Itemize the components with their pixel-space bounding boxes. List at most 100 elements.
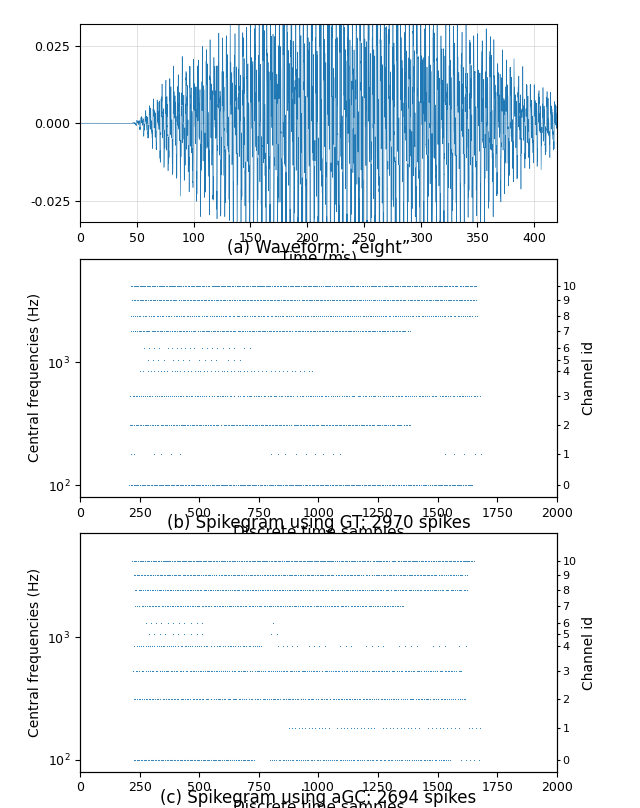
Point — [308, 280, 319, 292]
Point — [385, 419, 395, 431]
Point — [134, 600, 145, 612]
Point — [179, 753, 189, 766]
Point — [226, 478, 236, 491]
Point — [227, 280, 237, 292]
Point — [308, 280, 318, 292]
Point — [434, 569, 444, 582]
Point — [193, 569, 203, 582]
Point — [207, 419, 218, 431]
Point — [233, 389, 243, 402]
Point — [280, 325, 291, 338]
Point — [382, 478, 392, 491]
Point — [418, 309, 428, 322]
Point — [348, 325, 358, 338]
Point — [168, 478, 178, 491]
Point — [147, 325, 157, 338]
Point — [373, 478, 383, 491]
Point — [407, 294, 417, 307]
Point — [354, 584, 364, 597]
Point — [158, 294, 168, 307]
Point — [195, 280, 205, 292]
Point — [371, 664, 381, 677]
Point — [168, 342, 178, 355]
Point — [287, 753, 297, 766]
Point — [172, 554, 182, 567]
Point — [230, 280, 240, 292]
Point — [278, 554, 289, 567]
Point — [207, 280, 218, 292]
Point — [332, 294, 342, 307]
Point — [391, 280, 401, 292]
Point — [178, 325, 188, 338]
Point — [170, 569, 180, 582]
Point — [228, 478, 239, 491]
Point — [388, 309, 398, 322]
Point — [320, 280, 330, 292]
Point — [284, 280, 294, 292]
Point — [237, 280, 248, 292]
Point — [401, 419, 411, 431]
Point — [454, 639, 464, 652]
Point — [220, 664, 230, 677]
Point — [196, 342, 207, 355]
Point — [442, 294, 452, 307]
Point — [302, 569, 312, 582]
Point — [420, 569, 430, 582]
Point — [145, 419, 155, 431]
Point — [252, 639, 262, 652]
Point — [358, 569, 368, 582]
Point — [156, 639, 166, 652]
Point — [213, 419, 223, 431]
Point — [148, 342, 159, 355]
Point — [389, 419, 399, 431]
Point — [273, 753, 284, 766]
Point — [346, 600, 356, 612]
Point — [324, 569, 334, 582]
Point — [175, 554, 186, 567]
Point — [154, 753, 164, 766]
Point — [348, 294, 358, 307]
Point — [314, 478, 324, 491]
Point — [440, 664, 450, 677]
Point — [353, 294, 364, 307]
Point — [360, 600, 370, 612]
Point — [273, 600, 284, 612]
Point — [388, 419, 398, 431]
Point — [365, 584, 376, 597]
Point — [220, 294, 230, 307]
Point — [379, 569, 389, 582]
Point — [214, 600, 224, 612]
Point — [255, 280, 265, 292]
Point — [247, 569, 257, 582]
Point — [245, 554, 255, 567]
Point — [338, 294, 348, 307]
Point — [438, 693, 449, 706]
Point — [414, 693, 424, 706]
Point — [222, 325, 232, 338]
Point — [239, 753, 250, 766]
Point — [204, 389, 214, 402]
Point — [198, 693, 209, 706]
Point — [264, 325, 274, 338]
Point — [356, 600, 367, 612]
Point — [427, 478, 437, 491]
Point — [127, 478, 138, 491]
Point — [243, 639, 253, 652]
Point — [403, 753, 413, 766]
Point — [153, 693, 163, 706]
Point — [142, 569, 152, 582]
Point — [291, 280, 301, 292]
Point — [277, 389, 287, 402]
Point — [456, 478, 466, 491]
Point — [326, 554, 337, 567]
Point — [328, 693, 338, 706]
Point — [358, 569, 369, 582]
Point — [343, 478, 353, 491]
Point — [438, 722, 449, 735]
Point — [262, 294, 273, 307]
Point — [406, 569, 417, 582]
Point — [241, 419, 251, 431]
Point — [215, 389, 225, 402]
Point — [422, 584, 432, 597]
Point — [138, 600, 148, 612]
